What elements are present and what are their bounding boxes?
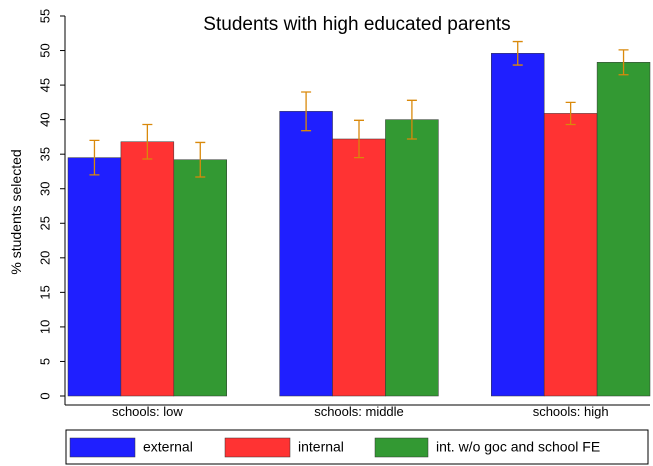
legend-swatch	[224, 437, 291, 458]
chart-title: Students with high educated parents	[203, 14, 510, 35]
y-tick-label: 15	[37, 285, 52, 299]
y-tick-label: 35	[37, 147, 52, 161]
y-tick-label: 45	[37, 78, 52, 92]
y-tick-label: 20	[37, 251, 52, 265]
bar	[279, 111, 333, 397]
bar	[385, 119, 439, 397]
error-bar	[406, 99, 417, 140]
x-tick-label: schools: high	[533, 404, 609, 419]
bar	[120, 141, 175, 397]
legend-swatch	[374, 437, 429, 458]
y-tick-label: 25	[37, 216, 52, 230]
y-tick-label: 30	[37, 181, 52, 195]
bar	[332, 138, 386, 397]
bar	[491, 53, 545, 397]
bar	[596, 62, 651, 397]
error-bar	[195, 141, 206, 178]
bar	[173, 159, 227, 397]
legend-label: external	[143, 439, 193, 455]
x-tick-label: schools: low	[112, 404, 183, 419]
y-tick-label: 50	[37, 43, 52, 57]
y-tick-label: 0	[37, 392, 52, 399]
error-bar	[565, 101, 576, 126]
error-bar	[142, 123, 153, 160]
error-bar	[354, 119, 364, 159]
y-tick-label: 55	[37, 9, 52, 23]
legend-label: int. w/o goc and school FE	[436, 439, 600, 455]
y-tick-label: 10	[37, 320, 52, 334]
error-bar	[89, 139, 100, 176]
legend-box	[65, 429, 649, 465]
y-axis-label: % students selected	[8, 149, 24, 274]
error-bar	[512, 40, 523, 66]
error-bar	[618, 49, 629, 76]
y-tick-label: 40	[37, 112, 52, 126]
error-bar	[301, 91, 312, 132]
legend-swatch	[69, 437, 136, 458]
x-tick-label: schools: middle	[314, 404, 404, 419]
y-tick-label: 5	[37, 358, 52, 365]
legend-label: internal	[298, 439, 344, 455]
bar	[67, 157, 122, 397]
bar	[543, 113, 598, 397]
